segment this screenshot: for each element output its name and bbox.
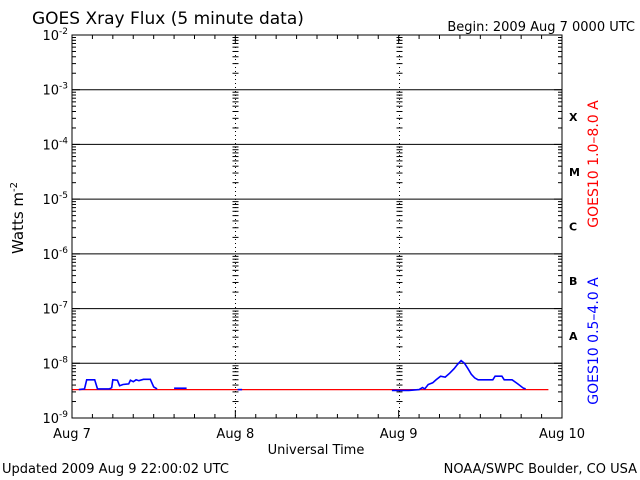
plot-frame	[71, 34, 563, 419]
flare-class-label: X	[569, 111, 578, 124]
y-tick-label: 10-7	[42, 301, 68, 318]
series-layer	[72, 359, 549, 392]
y-tick-label: 10-9	[42, 410, 68, 427]
begin-label: Begin: 2009 Aug 7 0000 UTC	[447, 20, 635, 35]
legend-short-channel: GOES10 0.5–4.0 A	[586, 277, 602, 405]
x-tick-label: Aug 9	[380, 427, 418, 442]
x-tick-label: Aug 7	[53, 427, 91, 442]
y-tick-label: 10-3	[42, 82, 68, 99]
y-tick-label: 10-4	[42, 136, 68, 153]
y-axis-label-base: Watts m	[9, 192, 27, 254]
svg-text:Watts m-2: Watts m-2	[9, 182, 27, 254]
grid-layer	[72, 35, 562, 418]
source-label: NOAA/SWPC Boulder, CO USA	[444, 462, 637, 477]
x-tick-label: Aug 10	[539, 427, 585, 442]
y-axis-label: Watts m-2	[9, 182, 27, 254]
x-tick-label: Aug 8	[216, 427, 254, 442]
y-axis-label-exp: -2	[9, 182, 20, 192]
y-tick-label: 10-5	[42, 191, 68, 208]
legend-long-channel: GOES10 1.0–8.0 A	[586, 100, 602, 228]
axis-layer: 10-9 10-8 10-7 10-6 10-5 10-4 10-3 10-2 Aug 7 Aug…	[42, 27, 585, 442]
flare-class-label: M	[569, 166, 580, 179]
flare-class-label: B	[569, 275, 577, 288]
y-tick-label: 10-2	[42, 27, 68, 44]
x-axis-label: Universal Time	[268, 443, 365, 458]
series-short-line	[391, 359, 526, 392]
chart-title: GOES Xray Flux (5 minute data)	[32, 9, 304, 29]
y-tick-label: 10-8	[42, 355, 68, 372]
y-tick-label: 10-6	[42, 246, 68, 263]
flare-class-label: C	[569, 221, 577, 234]
updated-label: Updated 2009 Aug 9 22:00:02 UTC	[2, 462, 229, 477]
flare-class-label: A	[569, 330, 578, 343]
series-short-line	[78, 378, 158, 391]
